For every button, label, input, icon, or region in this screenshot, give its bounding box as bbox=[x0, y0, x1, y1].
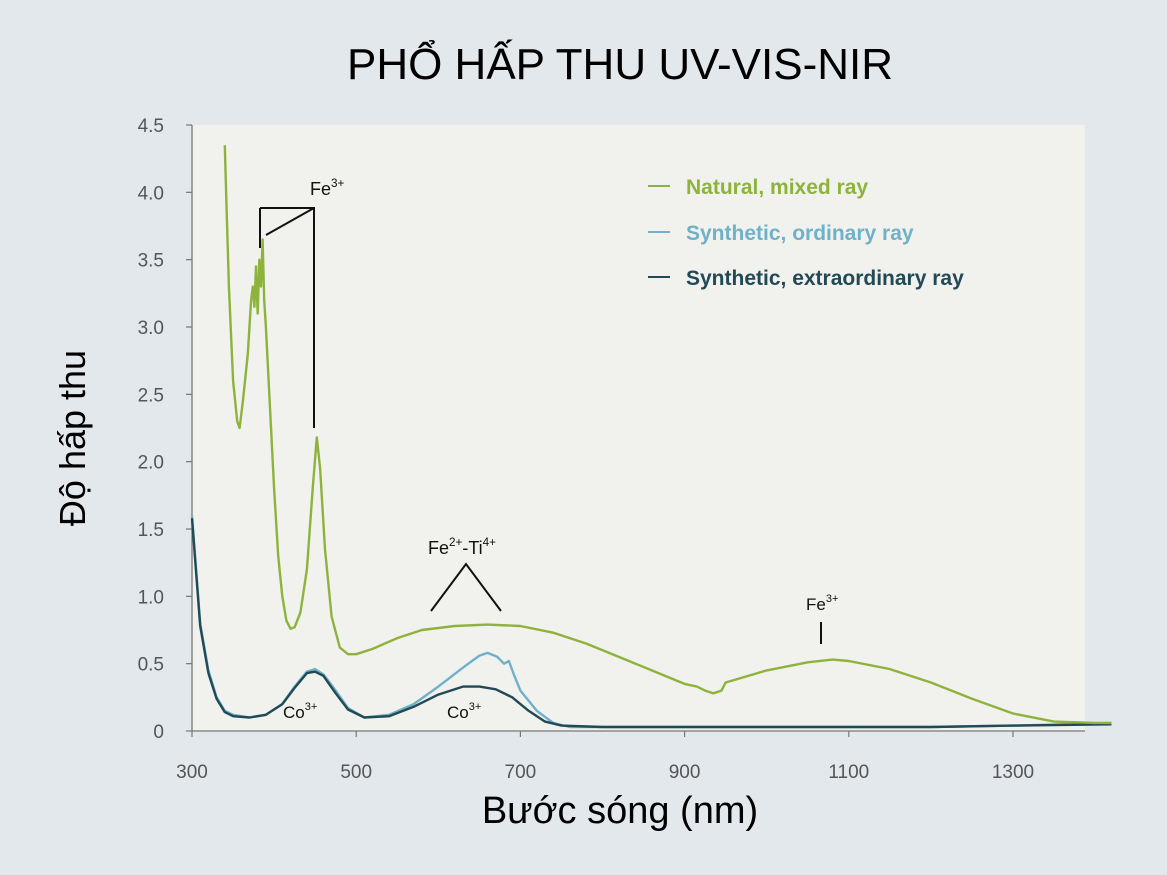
x-tick-label: 900 bbox=[669, 762, 701, 783]
y-tick-label: 0.5 bbox=[138, 655, 164, 676]
annotation-co3-left: Co3+ bbox=[283, 701, 317, 722]
annotation-co3-right: Co3+ bbox=[447, 701, 481, 722]
y-tick-label: 4.5 bbox=[138, 116, 164, 137]
annotation-fe3-nir: Fe3+ bbox=[806, 593, 838, 614]
legend-label: Natural, mixed ray bbox=[686, 176, 868, 199]
annotation-leader-fe3-uv bbox=[265, 207, 315, 236]
legend-label: Synthetic, extraordinary ray bbox=[686, 267, 964, 290]
x-tick-label: 500 bbox=[340, 762, 372, 783]
plot-area bbox=[192, 125, 1085, 731]
x-tick-label: 1300 bbox=[992, 762, 1034, 783]
y-tick-label: 0 bbox=[153, 722, 164, 743]
series-line-2 bbox=[190, 518, 1112, 729]
y-tick-label: 2.0 bbox=[138, 453, 164, 474]
y-tick-label: 1.0 bbox=[138, 587, 164, 608]
y-tick-label: 2.5 bbox=[138, 385, 164, 406]
x-tick-label: 300 bbox=[176, 762, 208, 783]
x-axis-title: Bước sóng (nm) bbox=[481, 790, 759, 832]
page-title: PHỔ HẤP THU UV-VIS-NIR bbox=[346, 40, 894, 89]
annotation-fe2-ti4: Fe2+-Ti4+ bbox=[428, 536, 496, 558]
legend-label: Synthetic, ordinary ray bbox=[686, 222, 914, 245]
series-line-0 bbox=[223, 145, 1112, 725]
x-tick-label: 700 bbox=[505, 762, 537, 783]
y-axis-title: Độ hấp thu bbox=[52, 349, 93, 527]
y-tick-label: 3.0 bbox=[138, 318, 164, 339]
annotation-chevron-fe2-ti4 bbox=[430, 562, 502, 612]
annotation-fe3-uv: Fe3+ bbox=[310, 177, 345, 199]
y-tick-label: 4.0 bbox=[138, 183, 164, 204]
x-tick-label: 1100 bbox=[828, 762, 869, 783]
y-tick-label: 1.5 bbox=[138, 520, 164, 541]
y-tick-label: 3.5 bbox=[138, 251, 164, 272]
